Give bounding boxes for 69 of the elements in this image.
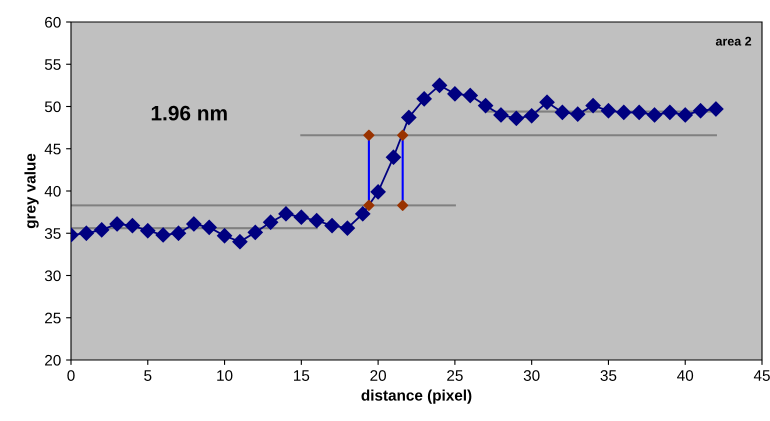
x-tick-label: 5 <box>144 370 152 381</box>
x-tick-label: 35 <box>600 370 616 381</box>
annotation: area 2 <box>716 36 752 46</box>
x-axis-title: distance (pixel) <box>362 390 472 404</box>
point <box>493 107 509 123</box>
point <box>263 214 278 230</box>
point <box>186 216 202 232</box>
point <box>363 200 375 211</box>
x-tick-label: 25 <box>447 370 463 381</box>
point <box>554 104 570 120</box>
point <box>508 110 524 126</box>
point <box>278 206 294 222</box>
point <box>524 108 540 124</box>
point <box>632 104 647 120</box>
x-tick-label: 20 <box>370 370 386 381</box>
y-tick-label: 30 <box>44 270 61 282</box>
point <box>600 103 616 118</box>
point <box>447 86 462 102</box>
point <box>140 223 156 238</box>
y-tick-label: 55 <box>44 59 61 70</box>
point <box>202 220 217 235</box>
point <box>324 218 340 234</box>
point <box>355 206 370 222</box>
point <box>294 210 309 225</box>
point <box>156 227 171 243</box>
x-tick-label: 10 <box>217 370 232 381</box>
point <box>397 130 408 141</box>
point <box>232 234 248 250</box>
y-tick-label: 40 <box>44 186 61 197</box>
point <box>539 94 555 110</box>
point <box>432 78 448 93</box>
x-tick-label: 0 <box>67 370 75 381</box>
point <box>386 150 402 165</box>
point <box>416 91 432 106</box>
point <box>124 218 140 234</box>
y-tick-label: 60 <box>45 16 61 28</box>
point <box>586 98 601 114</box>
point <box>462 88 478 104</box>
x-tick-label: 40 <box>677 370 694 381</box>
point <box>662 104 678 120</box>
point <box>478 98 494 114</box>
point <box>78 226 94 241</box>
x-tick-label: 15 <box>294 370 310 381</box>
y-tick-label: 25 <box>45 312 61 324</box>
point <box>693 103 708 118</box>
y-tick-label: 20 <box>45 354 61 366</box>
point <box>397 200 408 211</box>
point <box>248 224 263 240</box>
point <box>216 228 232 244</box>
x-tick-label: 45 <box>754 370 770 381</box>
point <box>309 213 324 228</box>
y-tick-label: 50 <box>44 101 61 112</box>
y-tick-label: 35 <box>44 228 61 239</box>
y-tick-label: 45 <box>44 144 61 154</box>
point <box>109 216 125 232</box>
annotation: 1.96 nm <box>152 106 227 121</box>
point <box>570 106 586 122</box>
x-tick-label: 30 <box>524 370 540 381</box>
point <box>170 226 186 241</box>
point <box>363 130 375 141</box>
point <box>401 110 416 126</box>
point <box>708 101 724 117</box>
point <box>678 107 693 123</box>
point <box>616 104 632 120</box>
y-axis-title: grey value <box>24 154 39 228</box>
point <box>370 184 386 200</box>
point <box>94 222 110 238</box>
point <box>646 107 662 123</box>
point <box>340 220 355 236</box>
